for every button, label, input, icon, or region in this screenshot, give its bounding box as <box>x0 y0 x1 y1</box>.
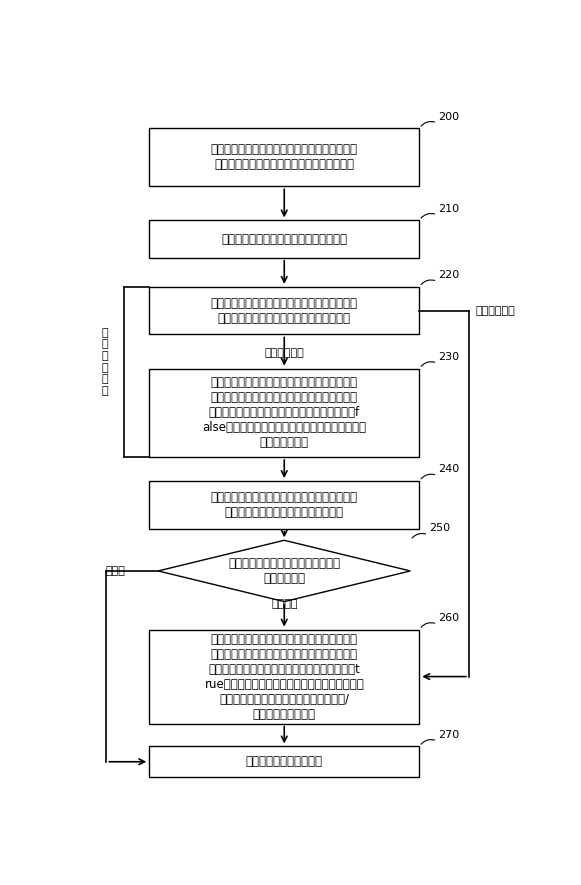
Text: 电视根据指示开始播放的播放指令中的视频文件
信息，从视频文件所在的个人计算机获取该视频
文件进行播放，并设置播放控制功能标识的值为f
alse，使该播放控制功能: 电视根据指示开始播放的播放指令中的视频文件 信息，从视频文件所在的个人计算机获取… <box>202 376 366 450</box>
Text: 强制播放方式: 强制播放方式 <box>264 348 304 358</box>
Polygon shape <box>158 540 410 602</box>
Text: 电视接收手机发送的指示开始播放的播放指令，
并确定其中的播放方式信息对应的播放方式: 电视接收手机发送的指示开始播放的播放指令， 并确定其中的播放方式信息对应的播放方… <box>211 296 358 325</box>
FancyBboxPatch shape <box>149 128 419 186</box>
FancyBboxPatch shape <box>149 368 419 458</box>
FancyBboxPatch shape <box>149 481 419 528</box>
Text: 开始播放: 开始播放 <box>271 599 297 610</box>
Text: 自动播放方式: 自动播放方式 <box>476 305 515 316</box>
Text: 选
择
播
放
方
式: 选 择 播 放 方 式 <box>102 327 109 396</box>
Text: 手机检测到手机用户输入的播放方式设置指令，
根据该播放方式设置指令为电视确定播放方式: 手机检测到手机用户输入的播放方式设置指令， 根据该播放方式设置指令为电视确定播放… <box>211 143 358 172</box>
Text: 电视根据指示开始播放的播放指令中的视频文件
信息，从视频文件所在的个人计算机获取该视频
文件进行播放，并设置播放控制功能标识的值为t
rue，使该播放控制功能标: 电视根据指示开始播放的播放指令中的视频文件 信息，从视频文件所在的个人计算机获取… <box>205 633 364 720</box>
Text: 210: 210 <box>438 204 460 213</box>
Text: 电视输出显示信息，该显示信息包括指示开始播
放的选项信息和指示不播放的选项信息: 电视输出显示信息，该显示信息包括指示开始播 放的选项信息和指示不播放的选项信息 <box>211 491 358 519</box>
Text: 260: 260 <box>438 612 460 623</box>
Text: 270: 270 <box>438 729 460 740</box>
FancyBboxPatch shape <box>149 220 419 258</box>
Text: 不播放: 不播放 <box>106 566 125 576</box>
Text: 手机向电视发送指示开始播放的播放指令: 手机向电视发送指示开始播放的播放指令 <box>221 233 347 245</box>
Text: 检测被选中的选项信息，判断开始播
放还是不播放: 检测被选中的选项信息，判断开始播 放还是不播放 <box>228 557 340 585</box>
FancyBboxPatch shape <box>149 287 419 335</box>
Text: 220: 220 <box>438 270 460 280</box>
FancyBboxPatch shape <box>149 746 419 777</box>
Text: 200: 200 <box>438 112 460 121</box>
Text: 250: 250 <box>429 523 450 534</box>
Text: 电视不播放上述视频文件: 电视不播放上述视频文件 <box>246 755 323 768</box>
FancyBboxPatch shape <box>149 629 419 724</box>
Text: 230: 230 <box>438 351 460 362</box>
Text: 240: 240 <box>438 465 460 474</box>
